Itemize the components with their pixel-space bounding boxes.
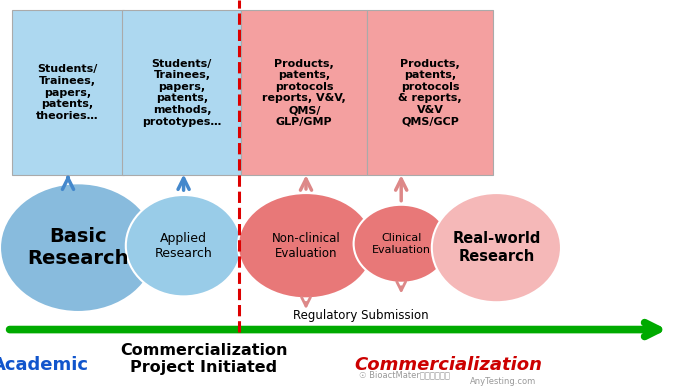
Text: Basic
Research: Basic Research	[27, 227, 129, 268]
Ellipse shape	[432, 193, 561, 302]
FancyBboxPatch shape	[241, 10, 367, 176]
FancyBboxPatch shape	[12, 10, 124, 176]
Text: Products,
patents,
protocols
reports, V&V,
QMS/
GLP/GMP: Products, patents, protocols reports, V&…	[262, 58, 346, 127]
Ellipse shape	[354, 205, 449, 283]
FancyBboxPatch shape	[367, 10, 493, 176]
Text: Students/
Trainees,
papers,
patents,
methods,
prototypes…: Students/ Trainees, papers, patents, met…	[142, 58, 222, 127]
Text: Applied
Research: Applied Research	[155, 232, 212, 260]
FancyBboxPatch shape	[122, 10, 241, 176]
Ellipse shape	[126, 195, 241, 296]
Ellipse shape	[238, 193, 374, 298]
Ellipse shape	[0, 183, 156, 312]
Text: Products,
patents,
protocols
& reports,
V&V
QMS/GCP: Products, patents, protocols & reports, …	[398, 58, 462, 127]
Text: AnyTesting.com: AnyTesting.com	[470, 377, 537, 386]
Text: Clinical
Evaluation: Clinical Evaluation	[372, 233, 430, 255]
Text: Academic: Academic	[0, 356, 89, 374]
Text: Students/
Trainees,
papers,
patents,
theories…: Students/ Trainees, papers, patents, the…	[36, 64, 99, 121]
Text: Commercialization
Project Initiated: Commercialization Project Initiated	[120, 342, 288, 375]
Text: Non-clinical
Evaluation: Non-clinical Evaluation	[271, 232, 341, 260]
Text: ☉ BioactMater生物活性材料: ☉ BioactMater生物活性材料	[359, 370, 450, 379]
Text: Commercialization: Commercialization	[355, 356, 543, 374]
Text: Real-world
Research: Real-world Research	[452, 231, 541, 264]
Text: Regulatory Submission: Regulatory Submission	[292, 309, 428, 323]
